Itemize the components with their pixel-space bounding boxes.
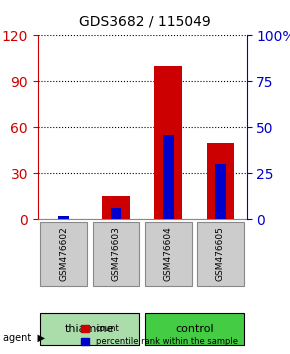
FancyBboxPatch shape [145,313,244,345]
Text: GSM476605: GSM476605 [216,226,225,281]
Text: GSM476603: GSM476603 [111,226,121,281]
Bar [163,135,174,219]
Text: control: control [175,324,214,334]
Text: agent  ▶: agent ▶ [3,333,45,343]
Bar [155,66,182,219]
FancyBboxPatch shape [197,222,244,286]
Bar [215,164,226,219]
FancyBboxPatch shape [40,222,87,286]
Bar [110,209,122,219]
Text: thiamine: thiamine [65,324,115,334]
Bar [102,196,130,219]
Text: GDS3682 / 115049: GDS3682 / 115049 [79,14,211,28]
Bar [207,143,234,219]
Text: GSM476602: GSM476602 [59,226,68,281]
Bar [58,216,69,219]
Text: GSM476604: GSM476604 [164,226,173,281]
FancyBboxPatch shape [40,313,139,345]
FancyBboxPatch shape [93,222,139,286]
Legend: count, percentile rank within the sample: count, percentile rank within the sample [78,321,241,350]
FancyBboxPatch shape [145,222,192,286]
